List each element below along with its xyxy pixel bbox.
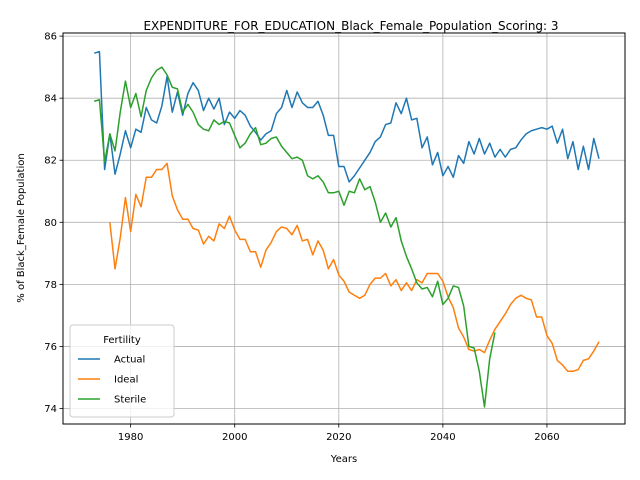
y-tick-label: 74 <box>44 404 57 415</box>
series-line-ideal <box>109 162 600 372</box>
x-axis-label: Years <box>330 454 357 465</box>
chart-title: EXPENDITURE_FOR_EDUCATION_Black_Female_P… <box>143 19 558 33</box>
series-line-sterile <box>94 66 496 408</box>
y-tick-label: 76 <box>44 342 57 353</box>
y-tick-label: 80 <box>44 218 57 229</box>
y-tick-label: 86 <box>44 32 57 43</box>
legend-label-actual: Actual <box>114 355 145 366</box>
x-tick-label: 2060 <box>534 432 559 443</box>
legend-box <box>69 324 175 418</box>
legend-label-sterile: Sterile <box>114 395 146 406</box>
y-tick-label: 82 <box>44 156 57 167</box>
legend-entries: Actual Ideal Sterile <box>78 355 146 406</box>
legend-title: Fertility <box>103 335 141 346</box>
x-tick-label: 2040 <box>430 432 455 443</box>
x-tick-label: 1980 <box>118 432 143 443</box>
series-lines <box>94 50 600 408</box>
plot-frame <box>62 32 626 425</box>
legend: Fertility Actual Ideal Sterile <box>69 324 175 418</box>
x-tick-label: 2000 <box>222 432 247 443</box>
y-axis-label: % of Black_Female Population <box>16 153 27 302</box>
x-tick-label: 2020 <box>326 432 351 443</box>
legend-label-ideal: Ideal <box>114 375 138 386</box>
axis-ticks: 1980 2000 2020 2040 2060 74 76 78 80 82 84 86 <box>44 32 559 443</box>
y-tick-label: 78 <box>44 280 57 291</box>
y-tick-label: 84 <box>44 94 57 105</box>
